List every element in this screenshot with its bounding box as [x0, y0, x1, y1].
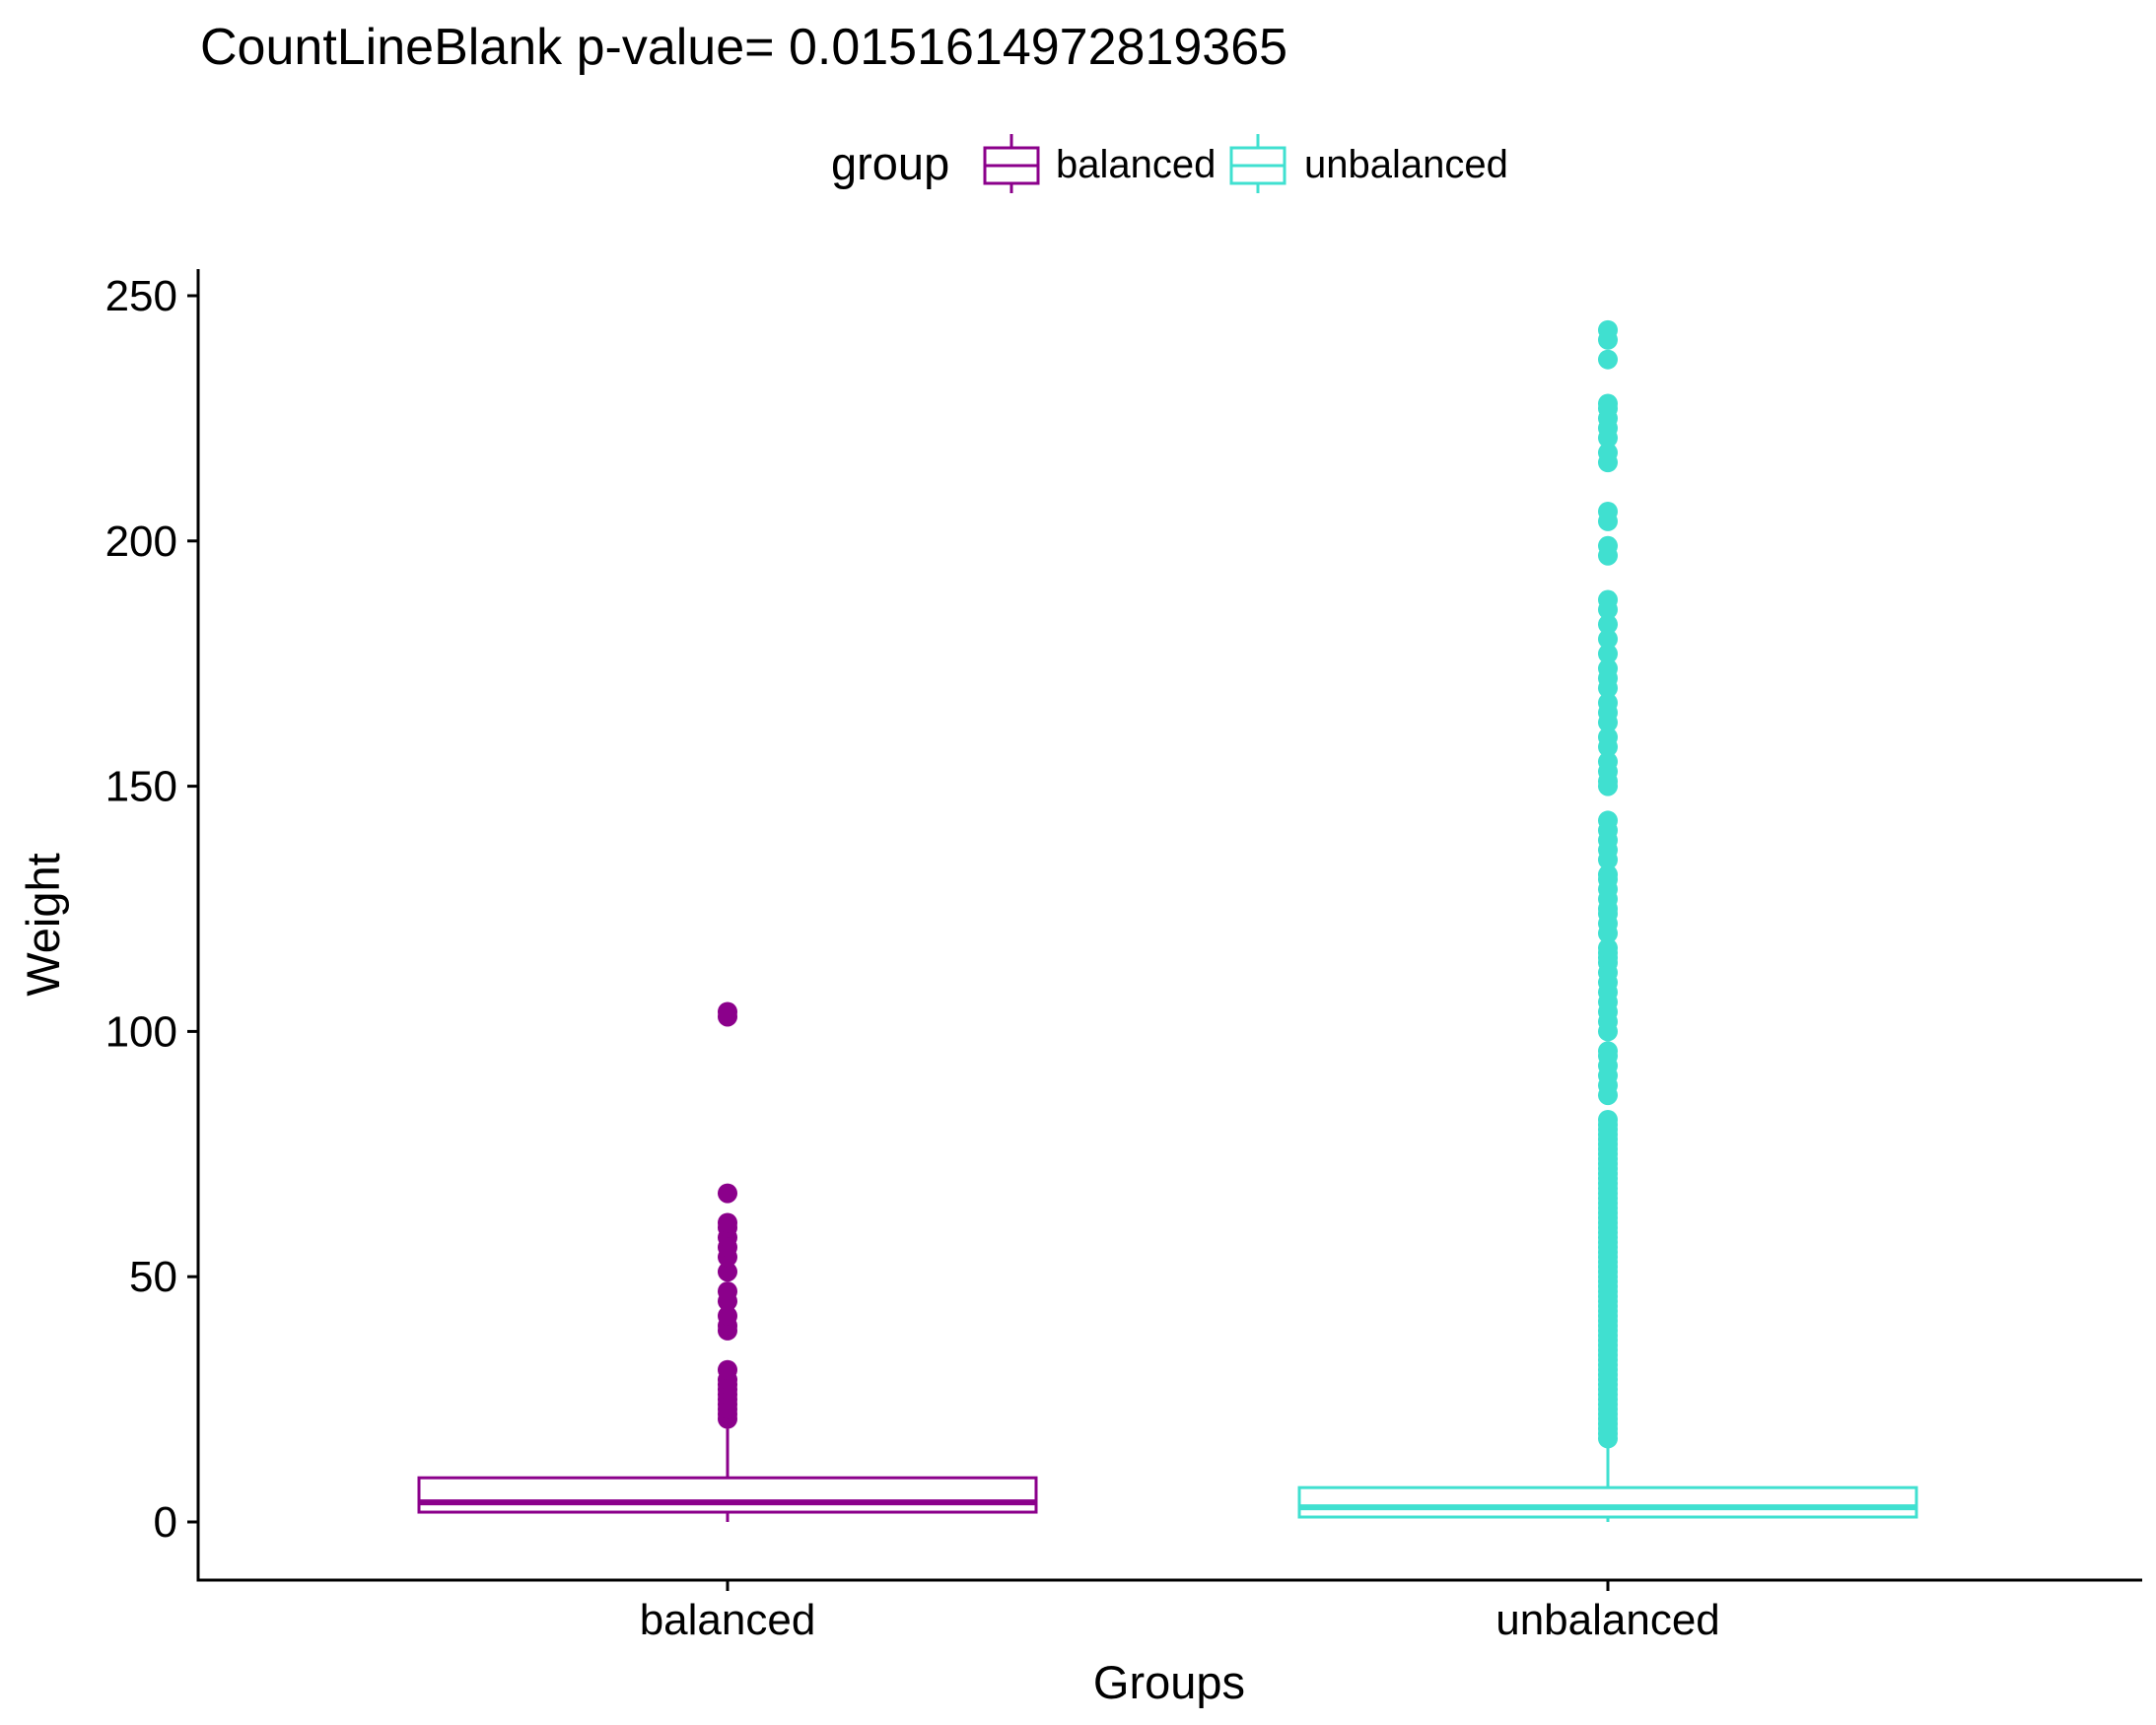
outlier-point: [1598, 319, 1618, 340]
legend: group balanced unbalanced: [831, 134, 1508, 193]
plot-area: 0 50 100 150 200 250 balanced unbalanced: [105, 269, 2142, 1644]
outlier-point: [1598, 693, 1618, 714]
box-iqr: [417, 1476, 1038, 1514]
outlier-point: [1598, 751, 1618, 772]
outlier-point: [718, 1262, 737, 1282]
outlier-point: [1598, 535, 1618, 556]
y-tick-label: 250: [105, 272, 177, 320]
legend-entry-unbalanced: unbalanced: [1229, 134, 1508, 193]
chart-title: CountLineBlank p-value= 0.01516149728193…: [200, 19, 1287, 76]
legend-title: group: [831, 137, 949, 189]
x-tick-label: unbalanced: [1495, 1596, 1720, 1644]
boxes: [417, 319, 1918, 1522]
outlier-point: [1598, 937, 1618, 958]
x-axis-ticks: balanced unbalanced: [640, 1580, 1720, 1644]
y-tick-label: 150: [105, 763, 177, 811]
outlier-point: [1598, 349, 1618, 370]
y-tick-label: 200: [105, 518, 177, 566]
outlier-point: [1598, 644, 1618, 664]
legend-label: unbalanced: [1304, 143, 1508, 186]
legend-entry-balanced: balanced: [983, 134, 1216, 193]
outlier-point: [1598, 393, 1618, 414]
outlier-point: [718, 1281, 737, 1302]
outlier-point: [1598, 589, 1618, 610]
box-iqr: [1297, 1485, 1918, 1519]
outlier-point: [1598, 1041, 1618, 1062]
outlier-point: [1598, 443, 1618, 463]
y-axis-title: Weight: [17, 853, 69, 996]
x-axis-title: Groups: [1093, 1656, 1245, 1708]
outlier-point: [1598, 864, 1618, 885]
x-tick-label: balanced: [640, 1596, 816, 1644]
outlier-point: [1598, 726, 1618, 747]
outlier-point: [1598, 501, 1618, 521]
legend-label: balanced: [1056, 143, 1216, 186]
outlier-point: [718, 1183, 737, 1204]
outlier-point: [718, 1306, 737, 1327]
outlier-point: [718, 1001, 737, 1022]
y-tick-label: 50: [129, 1253, 177, 1301]
y-tick-label: 0: [154, 1498, 177, 1547]
outlier-point: [1598, 658, 1618, 679]
outlier-point: [1598, 629, 1618, 650]
outlier-point: [1598, 810, 1618, 831]
box-balanced: [417, 1001, 1038, 1522]
y-axis-ticks: 0 50 100 150 200 250: [105, 272, 198, 1547]
legend-entries: balanced unbalanced: [983, 134, 1508, 193]
y-tick-label: 100: [105, 1007, 177, 1056]
outlier-point: [1598, 614, 1618, 635]
outlier-point: [1598, 1109, 1618, 1130]
outlier-point: [718, 1212, 737, 1233]
outlier-point: [718, 1359, 737, 1380]
box-unbalanced: [1297, 319, 1918, 1522]
